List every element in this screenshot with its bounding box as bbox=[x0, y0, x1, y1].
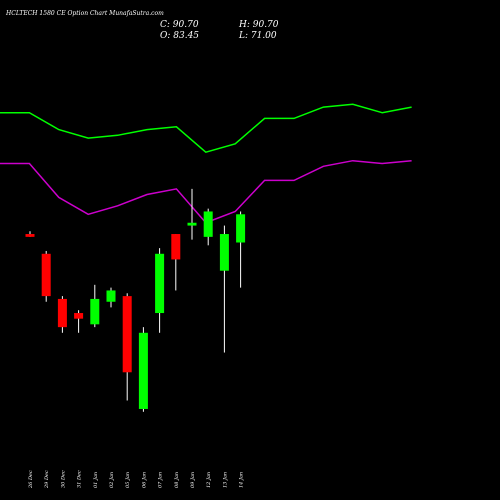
x-tick-label: 26 Dec bbox=[28, 470, 34, 489]
x-tick-labels: 26 Dec 29 Dec 30 Dec 31 Dec 01 Jan 02 Jan 05 J… bbox=[28, 470, 245, 489]
candle-body bbox=[219, 234, 229, 271]
x-tick-label: 02 Jan bbox=[109, 472, 115, 488]
chart-title: HCLTECH 1580 CE Option Chart MunafaSutra… bbox=[5, 10, 164, 17]
candle-07-jan bbox=[155, 248, 165, 333]
x-tick-label: 07 Jan bbox=[158, 472, 164, 488]
candle-body bbox=[138, 332, 148, 409]
candle-02-jan bbox=[106, 287, 116, 308]
candle-09-jan bbox=[187, 188, 197, 240]
candle-06-jan bbox=[138, 327, 148, 412]
x-tick-label: 14 Jan bbox=[239, 472, 245, 488]
candle-01-jan bbox=[90, 284, 100, 328]
ohlc-low: L: 71.00 bbox=[238, 31, 277, 41]
candle-26-dec bbox=[25, 231, 35, 237]
x-tick-label: 05 Jan bbox=[125, 472, 131, 488]
ohlc-close: C: 90.70 bbox=[160, 20, 199, 30]
ohlc-open: O: 83.45 bbox=[160, 31, 199, 41]
candle-body bbox=[74, 313, 84, 319]
candles-layer bbox=[25, 188, 246, 412]
candle-08-jan bbox=[171, 234, 181, 291]
x-tick-label: 09 Jan bbox=[190, 472, 196, 488]
x-tick-label: 29 Dec bbox=[44, 470, 50, 489]
candle-body bbox=[122, 296, 132, 373]
candle-29-dec bbox=[41, 250, 51, 302]
candle-body bbox=[106, 290, 116, 302]
candle-body bbox=[236, 214, 246, 243]
candle-body bbox=[155, 253, 165, 314]
candle-body bbox=[171, 234, 181, 260]
candle-05-jan bbox=[122, 293, 132, 401]
candle-31-dec bbox=[74, 310, 84, 333]
ohlc-high: H: 90.70 bbox=[238, 20, 279, 30]
x-tick-label: 01 Jan bbox=[93, 472, 99, 488]
x-tick-label: 30 Dec bbox=[60, 470, 66, 488]
candle-13-jan bbox=[219, 225, 229, 353]
x-tick-label: 31 Dec bbox=[77, 470, 83, 488]
x-tick-label: 13 Jan bbox=[222, 472, 228, 488]
candle-body bbox=[41, 253, 51, 297]
candle-body bbox=[187, 222, 197, 226]
candle-14-jan bbox=[236, 211, 246, 288]
candle-30-dec bbox=[57, 296, 67, 333]
x-tick-label: 12 Jan bbox=[206, 472, 212, 488]
candle-body bbox=[25, 234, 35, 237]
x-tick-label: 06 Jan bbox=[141, 472, 147, 488]
candle-body bbox=[203, 211, 213, 237]
candle-body bbox=[57, 298, 67, 328]
upper-band-line bbox=[0, 103, 412, 154]
candle-12-jan bbox=[203, 208, 213, 246]
candle-body bbox=[90, 298, 100, 325]
x-tick-label: 08 Jan bbox=[174, 472, 180, 488]
